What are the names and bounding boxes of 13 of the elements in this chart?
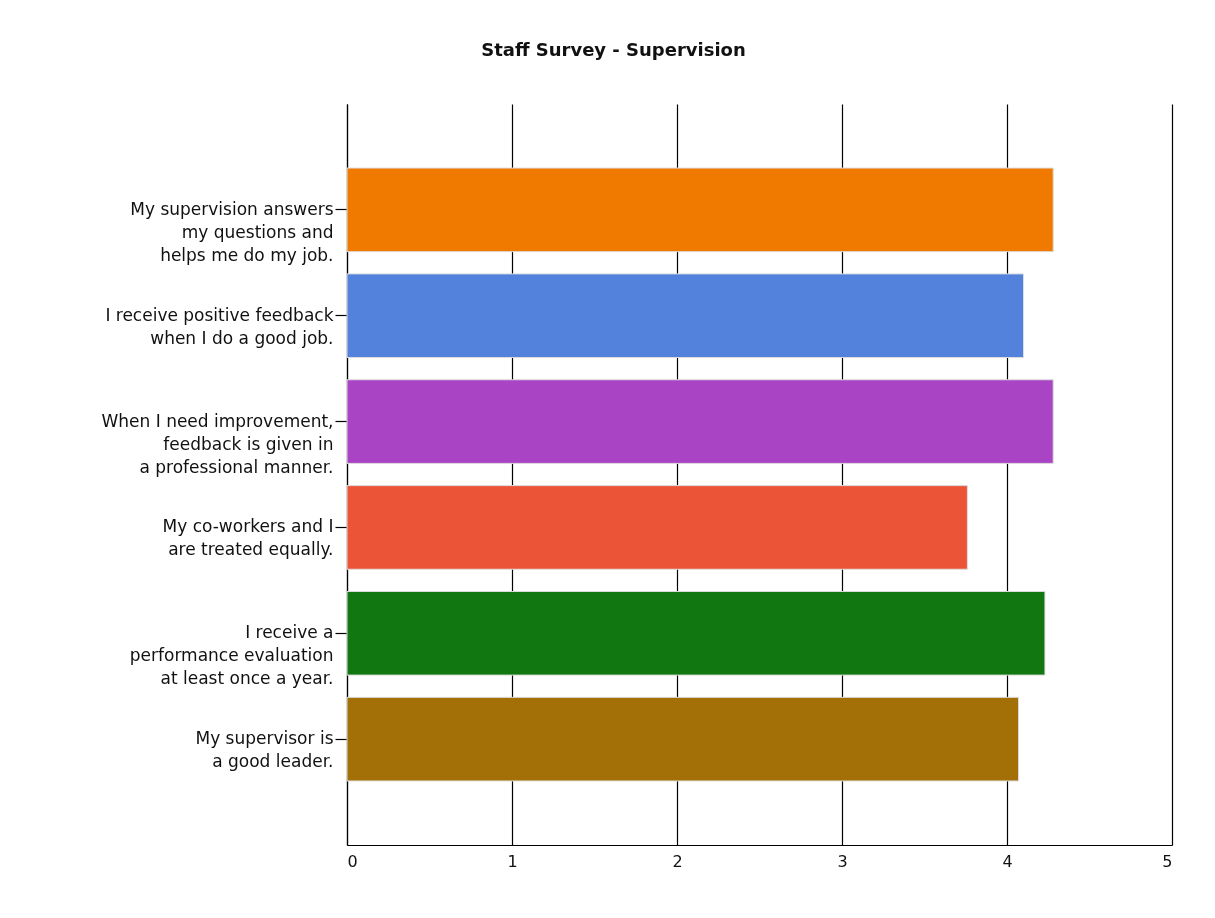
y-tick-label: My supervisor is a good leader. (195, 728, 334, 772)
y-tick-label: I receive positive feedback when I do a good job. (105, 304, 334, 348)
x-tick-label: 5 (1162, 851, 1173, 871)
x-tick-label: 3 (837, 851, 848, 871)
y-tick-label: When I need improvement, feedback is given in a professional manner. (101, 410, 334, 477)
x-tick-label: 4 (1002, 851, 1013, 871)
y-tick-label: I receive a performance evaluation at least once a year. (129, 622, 334, 689)
x-tick-label: 0 (347, 851, 358, 871)
chart-title: Staff Survey - Supervision (481, 39, 746, 60)
y-tick-label: My supervision answers my questions and helps me do my job. (130, 198, 334, 265)
y-tick-label: My co-workers and I are treated equally. (162, 516, 334, 560)
x-tick-label: 2 (672, 851, 683, 871)
x-tick-label: 1 (507, 851, 518, 871)
